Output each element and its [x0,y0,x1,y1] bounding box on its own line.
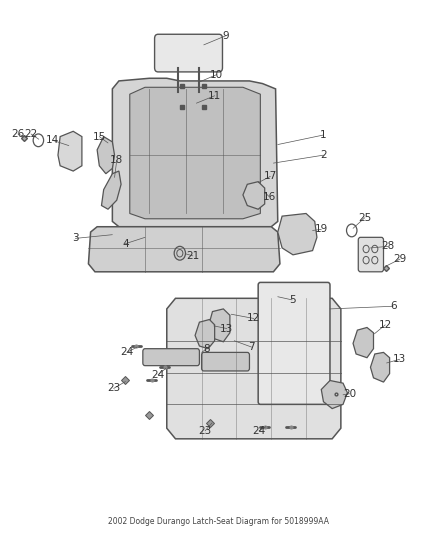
Text: 17: 17 [264,172,277,181]
FancyBboxPatch shape [258,282,330,405]
Polygon shape [97,136,115,174]
Text: 14: 14 [46,135,60,146]
Text: 3: 3 [72,233,79,244]
Text: 19: 19 [314,224,328,235]
Text: 4: 4 [122,239,129,249]
Polygon shape [167,298,341,439]
Polygon shape [243,182,265,209]
Text: 7: 7 [248,342,255,352]
Text: 15: 15 [93,132,106,142]
Text: 26: 26 [11,129,25,139]
Text: 12: 12 [247,313,261,324]
Text: 23: 23 [107,383,120,393]
Text: 2: 2 [320,150,327,160]
Polygon shape [113,78,278,227]
Text: 1: 1 [320,130,327,140]
Text: 24: 24 [120,348,133,358]
Polygon shape [278,214,317,255]
Polygon shape [88,227,280,272]
Text: 20: 20 [343,389,356,399]
Text: 12: 12 [378,320,392,330]
Text: 22: 22 [25,129,38,139]
Text: 29: 29 [393,254,406,264]
Text: 13: 13 [220,324,233,334]
FancyBboxPatch shape [155,34,223,72]
FancyBboxPatch shape [358,237,384,272]
Polygon shape [58,131,82,171]
Polygon shape [102,171,121,209]
Text: 25: 25 [358,213,371,223]
Text: 23: 23 [198,426,212,436]
Text: 2002 Dodge Durango Latch-Seat Diagram for 5018999AA: 2002 Dodge Durango Latch-Seat Diagram fo… [109,518,329,526]
Polygon shape [195,319,215,349]
Polygon shape [208,309,230,342]
Text: 8: 8 [204,344,210,354]
Text: 16: 16 [262,191,276,201]
Text: 24: 24 [252,426,266,436]
Text: 5: 5 [289,295,295,305]
Polygon shape [371,352,390,382]
Polygon shape [321,381,347,409]
Circle shape [174,246,185,260]
Text: 6: 6 [390,301,396,311]
Polygon shape [130,87,260,219]
Text: 24: 24 [152,370,165,379]
Text: 9: 9 [222,31,229,41]
Text: 13: 13 [393,354,406,364]
Text: 21: 21 [186,251,200,261]
Text: 28: 28 [381,241,395,252]
Text: 11: 11 [208,91,221,101]
Polygon shape [353,327,374,358]
FancyBboxPatch shape [143,349,199,366]
Text: 18: 18 [110,156,124,165]
Text: 10: 10 [210,70,223,79]
FancyBboxPatch shape [201,352,250,371]
